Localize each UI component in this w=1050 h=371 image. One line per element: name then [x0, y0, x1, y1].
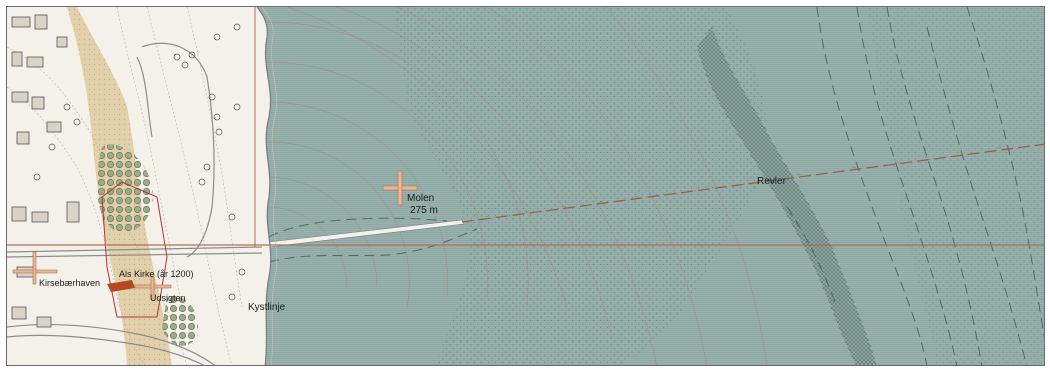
map-canvas[interactable]: — — — — — — — — — —: [7, 7, 1045, 366]
bathymetry-lines: [268, 7, 1044, 365]
svg-text:—: —: [707, 184, 711, 189]
cross-marker-icon[interactable]: [134, 276, 172, 300]
building-icon: [11, 14, 80, 328]
kirsebaerhaven-label: Kirsebærhaven: [39, 278, 101, 288]
svg-text:—: —: [925, 155, 929, 160]
svg-text:—: —: [562, 204, 566, 209]
tree-icon: [33, 23, 246, 346]
coastline-inner: [261, 7, 278, 365]
udsigten-label: Udsigten: [150, 293, 186, 303]
svg-text:—: —: [797, 172, 801, 177]
svg-text:—: —: [599, 199, 603, 204]
svg-text:—: —: [635, 194, 639, 199]
coastline: [256, 7, 272, 365]
svg-text:—: —: [485, 214, 489, 219]
revler-label: Revler: [757, 176, 786, 187]
profile-line-extension: [461, 143, 1044, 223]
kystlinje-label: Kystlinje: [248, 302, 286, 313]
svg-text:—: —: [997, 145, 1001, 150]
svg-text:—: —: [525, 209, 529, 214]
distance-markers: — — — — — — — — — —: [485, 145, 1001, 219]
molen-label: Molen: [407, 193, 435, 204]
church-label: Als Kirke (år 1200): [119, 269, 194, 279]
molen-length-label: 275 m: [410, 205, 438, 216]
sea-area: — — — — — — — — — —: [257, 7, 1044, 365]
svg-text:—: —: [852, 165, 856, 170]
map-view[interactable]: — — — — — — — — — —: [6, 6, 1045, 366]
church-building: [107, 280, 135, 292]
cross-marker-icon[interactable]: [382, 170, 418, 206]
cross-marker-icon[interactable]: [12, 251, 58, 285]
